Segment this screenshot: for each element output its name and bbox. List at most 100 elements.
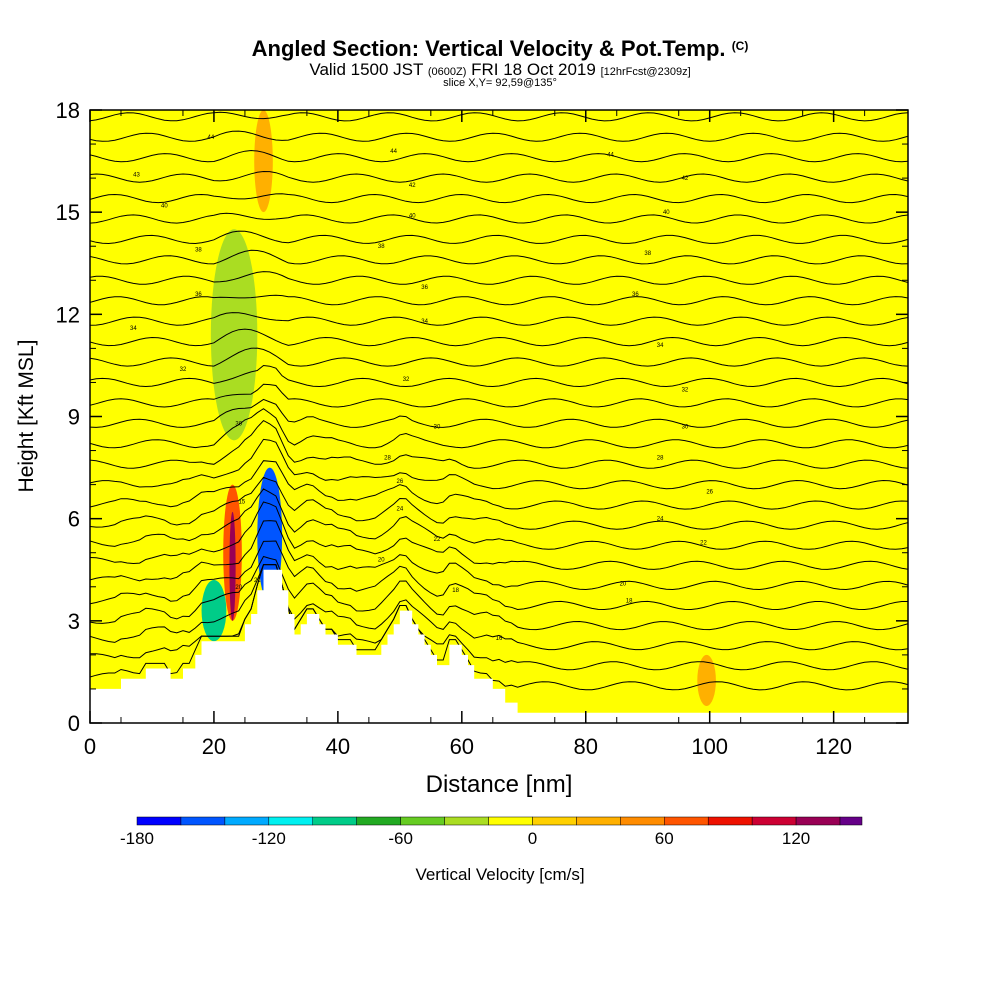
isentrope-line bbox=[90, 212, 908, 224]
y-tick-label: 3 bbox=[68, 609, 80, 634]
isentrope-label: 15 bbox=[238, 500, 245, 506]
terrain bbox=[90, 569, 908, 723]
isentrope-line bbox=[90, 398, 908, 428]
isentrope-line bbox=[90, 555, 908, 631]
isentrope-line bbox=[90, 249, 908, 265]
colorbar-swatch bbox=[400, 816, 445, 826]
isentrope-label: 22 bbox=[700, 541, 707, 547]
isentrope-line bbox=[90, 408, 908, 449]
y-tick-label: 15 bbox=[56, 200, 80, 225]
isentrope-label: 40 bbox=[663, 210, 670, 216]
isentrope-line bbox=[90, 149, 908, 163]
isentrope-label: 28 bbox=[657, 455, 664, 461]
x-tick-label: 60 bbox=[450, 734, 474, 759]
isentrope-label: 18 bbox=[452, 588, 459, 594]
isentrope-label: 38 bbox=[195, 248, 202, 254]
colorbar-swatch bbox=[620, 816, 665, 826]
isentrope-label: 36 bbox=[195, 292, 202, 298]
y-axis-label: Height [Kft MSL] bbox=[15, 340, 38, 493]
isentrope-label: 36 bbox=[421, 285, 428, 291]
y-tick-label: 18 bbox=[56, 98, 80, 123]
isentrope-line bbox=[90, 294, 908, 306]
isentrope-line bbox=[90, 312, 908, 326]
colorbar-swatch bbox=[751, 816, 797, 826]
isentrope-line bbox=[90, 271, 908, 285]
x-tick-label: 40 bbox=[326, 734, 350, 759]
isentrope-line bbox=[90, 520, 908, 591]
isentrope-label: 20 bbox=[620, 581, 627, 587]
chart-title-mark: (C) bbox=[731, 39, 749, 53]
x-tick-label: 20 bbox=[202, 734, 226, 759]
isentrope-line bbox=[90, 328, 908, 347]
y-tick-label: 9 bbox=[68, 405, 80, 430]
y-tick-label: 12 bbox=[56, 302, 80, 327]
isentrope-label: 24 bbox=[397, 506, 404, 512]
isentrope-line bbox=[90, 364, 908, 388]
isentrope-label: 26 bbox=[706, 489, 713, 495]
isentrope-label: 42 bbox=[409, 183, 416, 189]
isentrope-label: 30 bbox=[235, 421, 242, 427]
colorbar-swatch bbox=[444, 816, 489, 826]
isentrope-label: 42 bbox=[682, 176, 689, 182]
isentrope-line bbox=[90, 476, 908, 530]
isentrope-label: 32 bbox=[403, 377, 410, 383]
isentrope-label: 26 bbox=[397, 479, 404, 485]
isentrope-line bbox=[90, 564, 908, 651]
valid-zulu: (0600Z) bbox=[427, 66, 467, 78]
isentrope-contours bbox=[90, 92, 908, 691]
isentrope-label: 40 bbox=[161, 203, 168, 209]
isentrope-line bbox=[90, 347, 908, 367]
colorbar-tick-label: -60 bbox=[388, 829, 413, 848]
isentrope-label: 36 bbox=[632, 292, 639, 298]
colorbar-tick-label: 0 bbox=[528, 829, 537, 848]
velocity-region-downdraft bbox=[201, 579, 227, 642]
chart-title-text: Angled Section: Vertical Velocity & Pot.… bbox=[251, 36, 726, 61]
x-axis-label: Distance [nm] bbox=[426, 771, 573, 798]
colorbar-swatch bbox=[532, 816, 577, 826]
y-tick-label: 0 bbox=[68, 711, 80, 736]
valid-time: Valid 1500 JST bbox=[309, 60, 424, 79]
x-tick-label: 100 bbox=[691, 734, 728, 759]
colorbar-swatch bbox=[268, 816, 314, 826]
isentrope-label: 43 bbox=[133, 173, 140, 179]
isentrope-line bbox=[90, 540, 908, 611]
y-tick-label: 6 bbox=[68, 507, 80, 532]
colorbar-tick-label: 60 bbox=[655, 829, 674, 848]
colorbar-swatch bbox=[839, 816, 863, 826]
colorbar-swatch bbox=[180, 816, 226, 826]
valid-date: FRI 18 Oct 2019 bbox=[471, 60, 596, 79]
plot-area: 44 44 44 43 42 42 40 40 40 38 38 38 36 36 36 34 34 34 32 32… bbox=[90, 92, 908, 723]
isentrope-label: 32 bbox=[180, 367, 187, 373]
colorbar-swatch bbox=[356, 816, 401, 826]
isentrope-label: 40 bbox=[409, 214, 416, 220]
isentrope-labels: 44 44 44 43 42 42 40 40 40 38 38 38 36 36 36 34 34 34 32 32… bbox=[130, 135, 714, 642]
isentrope-label: 16 bbox=[496, 636, 503, 642]
isentrope-line bbox=[90, 419, 908, 469]
slice-info: slice X,Y= 92,59@135° bbox=[443, 77, 557, 89]
x-tick-label: 80 bbox=[574, 734, 598, 759]
isentrope-line bbox=[90, 111, 908, 122]
isentrope-label: 38 bbox=[644, 251, 651, 257]
isentrope-line bbox=[90, 383, 908, 408]
isentrope-label: 32 bbox=[682, 387, 689, 393]
colorbar-swatch bbox=[795, 816, 841, 826]
isentrope-line bbox=[90, 501, 908, 570]
velocity-region-weak-updraft bbox=[697, 654, 716, 706]
isentrope-line bbox=[90, 170, 908, 183]
x-tick-label: 120 bbox=[815, 734, 852, 759]
colorbar: -180 -120 -60 0 60 120 bbox=[120, 816, 863, 848]
colorbar-swatch bbox=[576, 816, 621, 826]
isentrope-line bbox=[90, 92, 908, 101]
colorbar-swatch bbox=[224, 816, 270, 826]
colorbar-swatch bbox=[664, 816, 709, 826]
colorbar-swatch bbox=[707, 816, 753, 826]
velocity-region-weak-downdraft-band bbox=[210, 229, 258, 441]
isentrope-label: 44 bbox=[207, 135, 214, 141]
colorbar-swatch bbox=[136, 816, 182, 826]
isentrope-line bbox=[90, 193, 908, 204]
colorbar-tick-label: 120 bbox=[782, 829, 810, 848]
forecast-info: [12hrFcst@2309z] bbox=[600, 66, 691, 78]
isentrope-label: 38 bbox=[378, 244, 385, 250]
isentrope-line bbox=[90, 564, 908, 671]
